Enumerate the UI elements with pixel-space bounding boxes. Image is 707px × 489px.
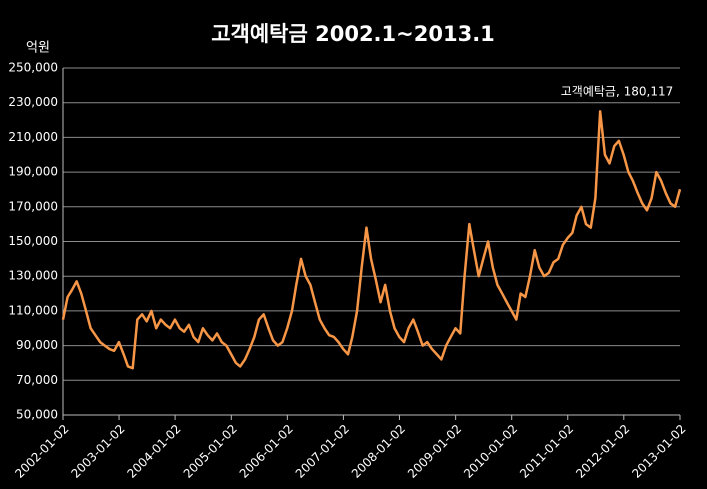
y-unit-label: 억원: [26, 41, 50, 56]
y-tick-label: 50,000: [16, 408, 58, 422]
data-line: [61, 110, 682, 370]
y-tick-label: 190,000: [8, 165, 58, 179]
y-tick-label: 70,000: [16, 373, 58, 387]
y-tick-label: 170,000: [8, 199, 58, 213]
y-tick-label: 210,000: [8, 130, 58, 144]
y-tick-label: 250,000: [8, 61, 58, 75]
y-tick-label: 230,000: [8, 95, 58, 109]
annotation: 고객예탁금, 180,117: [561, 85, 673, 99]
y-tick-label: 110,000: [8, 303, 58, 317]
y-tick-label: 130,000: [8, 269, 58, 283]
y-tick-label: 90,000: [16, 338, 58, 352]
y-tick-label: 150,000: [8, 234, 58, 248]
chart-title: 고객예탁금 2002.1~2013.1: [211, 22, 495, 46]
